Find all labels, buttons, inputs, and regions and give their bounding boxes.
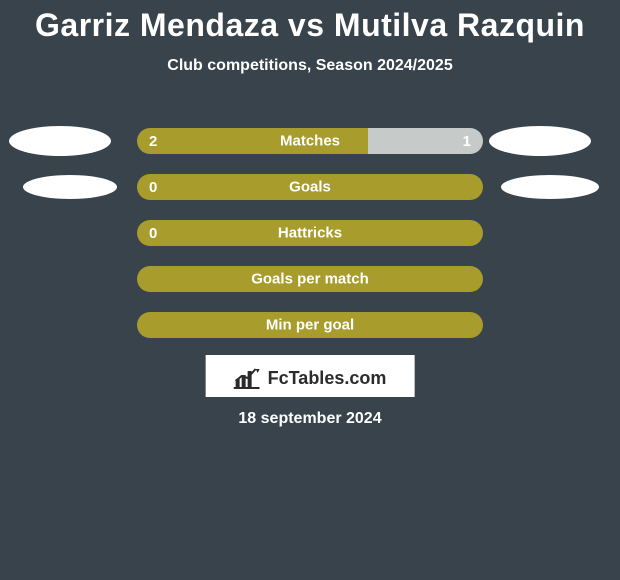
- stat-value-left: 0: [149, 174, 157, 200]
- team-oval-right: [501, 175, 599, 199]
- stat-row: 2 1 Matches: [0, 118, 620, 164]
- source-badge-text: FcTables.com: [268, 368, 387, 389]
- stat-label: Goals per match: [251, 271, 369, 288]
- team-oval-left: [23, 175, 117, 199]
- stat-bar: 0 Goals: [137, 174, 483, 200]
- stat-row: Min per goal: [0, 302, 620, 348]
- stat-bar: 0 Hattricks: [137, 220, 483, 246]
- stat-label: Hattricks: [278, 225, 342, 242]
- stat-value-left: 0: [149, 220, 157, 246]
- team-oval-left: [9, 126, 111, 156]
- stat-label: Goals: [289, 179, 331, 196]
- date-text: 18 september 2024: [238, 410, 381, 428]
- stat-label: Min per goal: [266, 317, 354, 334]
- stat-row: 0 Goals: [0, 164, 620, 210]
- stat-bar: Goals per match: [137, 266, 483, 292]
- stat-value-right: 1: [463, 128, 471, 154]
- stat-row: 0 Hattricks: [0, 210, 620, 256]
- stat-label: Matches: [280, 133, 340, 150]
- stat-bar: 2 1 Matches: [137, 128, 483, 154]
- team-oval-right: [489, 126, 591, 156]
- comparison-rows: 2 1 Matches 0 Goals 0 Hattricks Goals per match…: [0, 118, 620, 348]
- stat-row: Goals per match: [0, 256, 620, 302]
- chart-icon: [234, 367, 260, 389]
- page-title: Garriz Mendaza vs Mutilva Razquin: [0, 0, 620, 43]
- stat-bar: Min per goal: [137, 312, 483, 338]
- source-badge: FcTables.com: [206, 355, 415, 397]
- stat-value-left: 2: [149, 128, 157, 154]
- subtitle: Club competitions, Season 2024/2025: [0, 57, 620, 75]
